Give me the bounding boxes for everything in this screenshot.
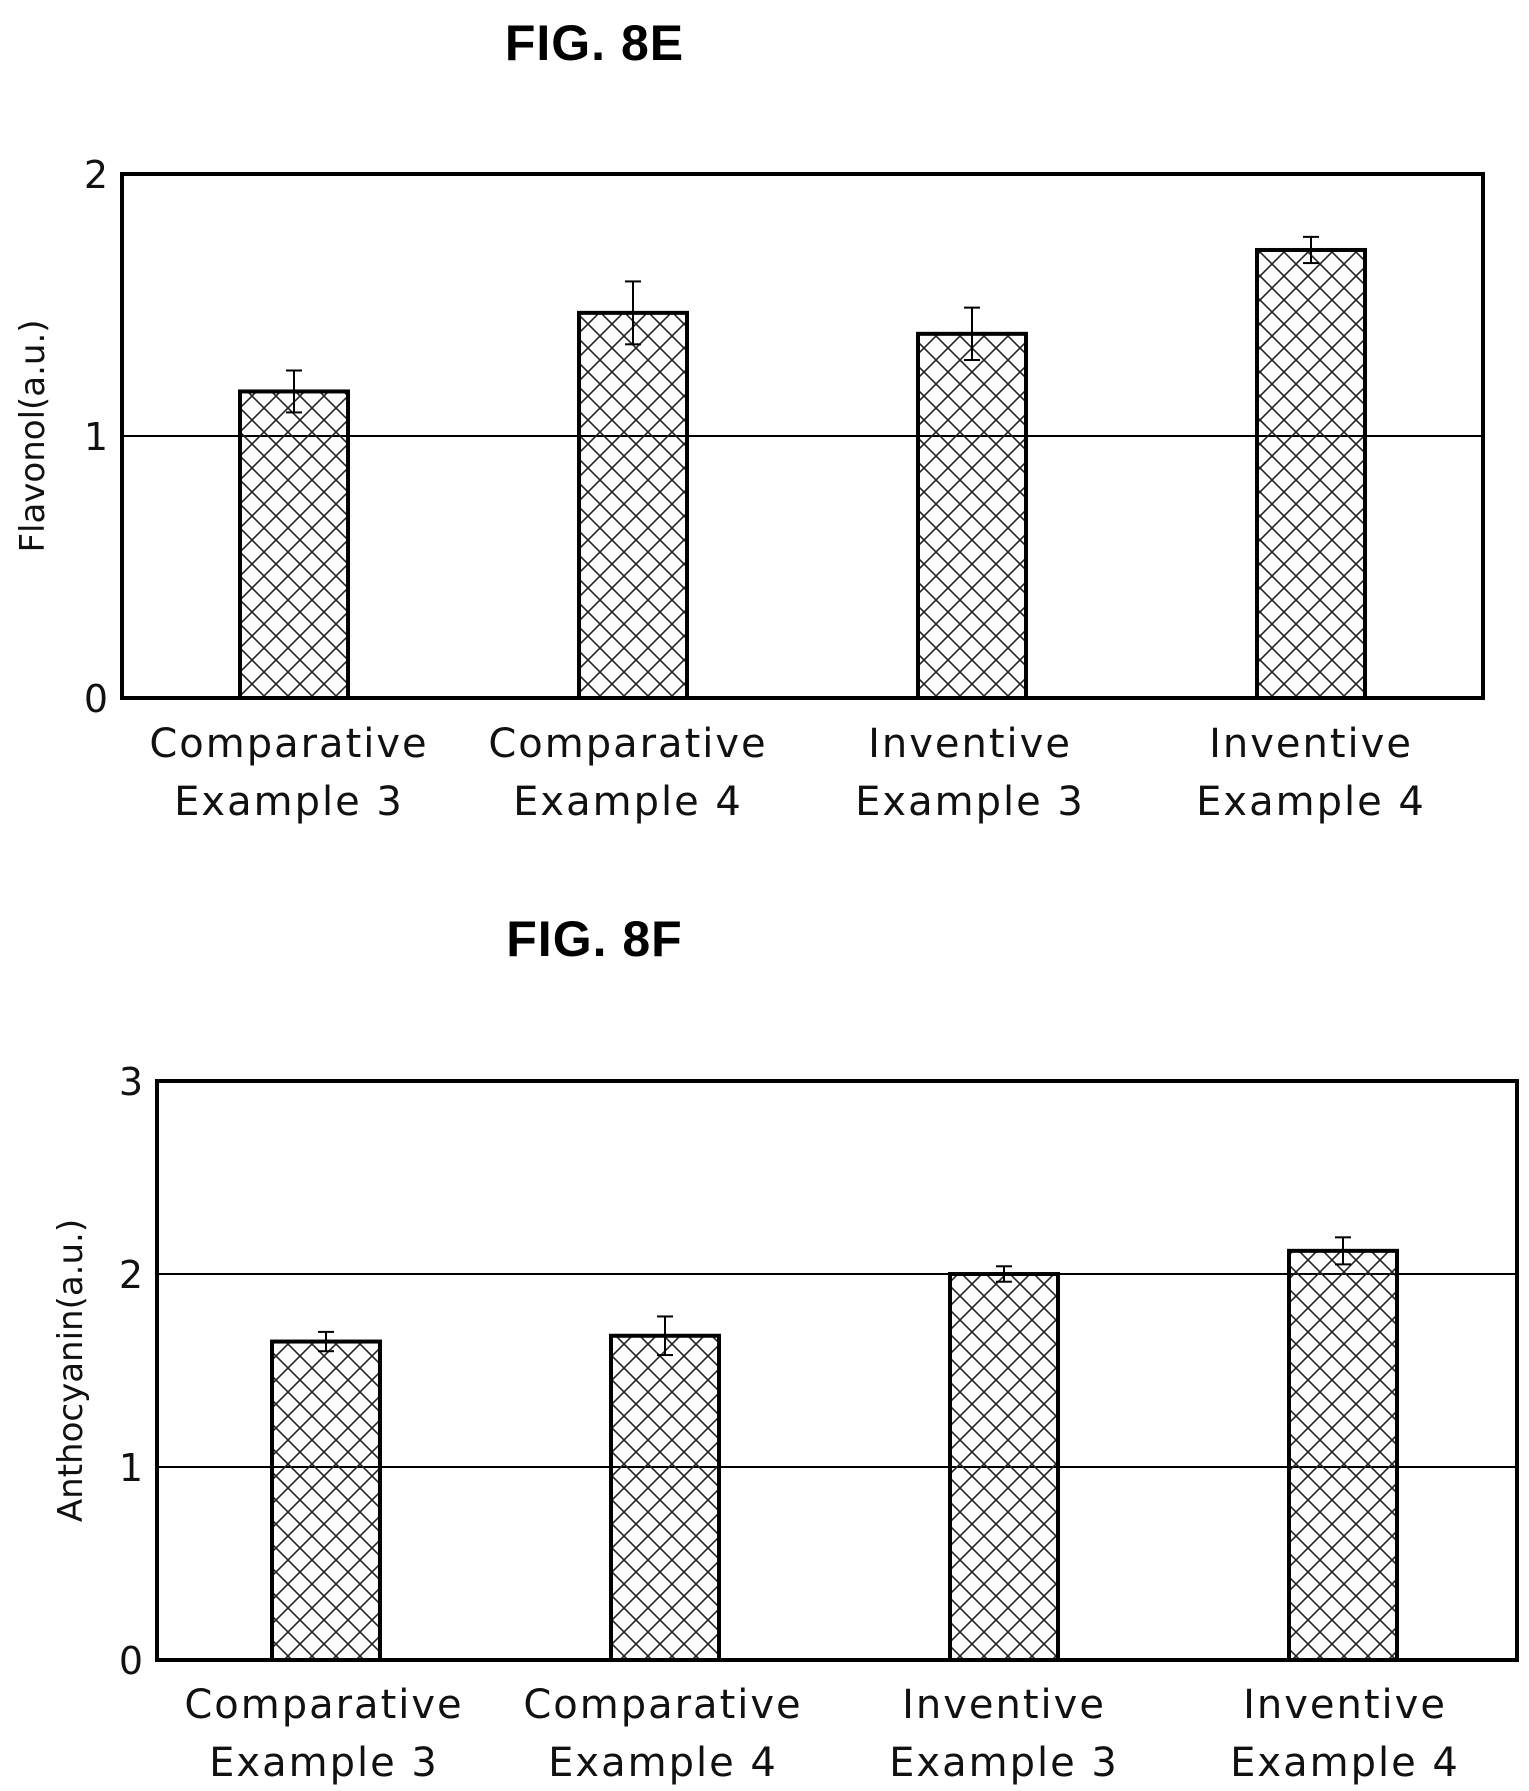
category-label-line1: Inventive — [868, 721, 1072, 767]
category-label-line2: Example 4 — [513, 779, 743, 825]
figure-title-8f: FIG. 8F — [506, 911, 683, 967]
y-tick-label: 3 — [119, 1060, 143, 1104]
category-label-line2: Example 4 — [548, 1740, 778, 1786]
bar-2 — [609, 1333, 721, 1662]
category-label-line1: Comparative — [149, 721, 428, 767]
bar-3 — [948, 1272, 1060, 1662]
figure-title-8e: FIG. 8E — [504, 15, 685, 71]
y-tick-label: 2 — [119, 1253, 143, 1297]
y-tick-label: 1 — [119, 1446, 143, 1490]
bar-4 — [1287, 1248, 1399, 1662]
category-label-line1: Comparative — [184, 1682, 463, 1728]
y-tick-label: 1 — [84, 415, 108, 459]
bar-1 — [238, 389, 350, 700]
category-label-line2: Example 3 — [855, 779, 1085, 825]
category-label-line1: Inventive — [1209, 721, 1413, 767]
bar-2 — [577, 310, 689, 700]
y-axis-label: Anthocyanin(a.u.) — [51, 1219, 91, 1522]
bar-1 — [270, 1339, 382, 1663]
category-label-line1: Inventive — [902, 1682, 1106, 1728]
y-tick-label: 0 — [84, 677, 108, 721]
category-label-line1: Comparative — [523, 1682, 802, 1728]
chart-flavonol-group: 0 1 2 Flavonol(a.u.) Comparative Example 3 Com… — [13, 153, 1485, 825]
bar-4 — [1255, 247, 1367, 700]
bar-3 — [916, 331, 1028, 700]
category-label-line2: Example 4 — [1196, 779, 1426, 825]
y-tick-label: 2 — [84, 153, 108, 197]
category-label-line2: Example 3 — [209, 1740, 439, 1786]
y-axis-label: Flavonol(a.u.) — [13, 319, 53, 552]
plot-frame — [120, 172, 1485, 700]
chart-anthocyanin-group: 0 1 2 3 Anthocyanin(a.u.) Comparative Example … — [51, 1060, 1519, 1786]
category-label-line1: Inventive — [1243, 1682, 1447, 1728]
category-label-line2: Example 4 — [1230, 1740, 1460, 1786]
y-tick-label: 0 — [119, 1639, 143, 1683]
plot-frame — [155, 1079, 1519, 1662]
category-label-line2: Example 3 — [889, 1740, 1119, 1786]
category-label-line1: Comparative — [488, 721, 767, 767]
category-label-line2: Example 3 — [174, 779, 404, 825]
